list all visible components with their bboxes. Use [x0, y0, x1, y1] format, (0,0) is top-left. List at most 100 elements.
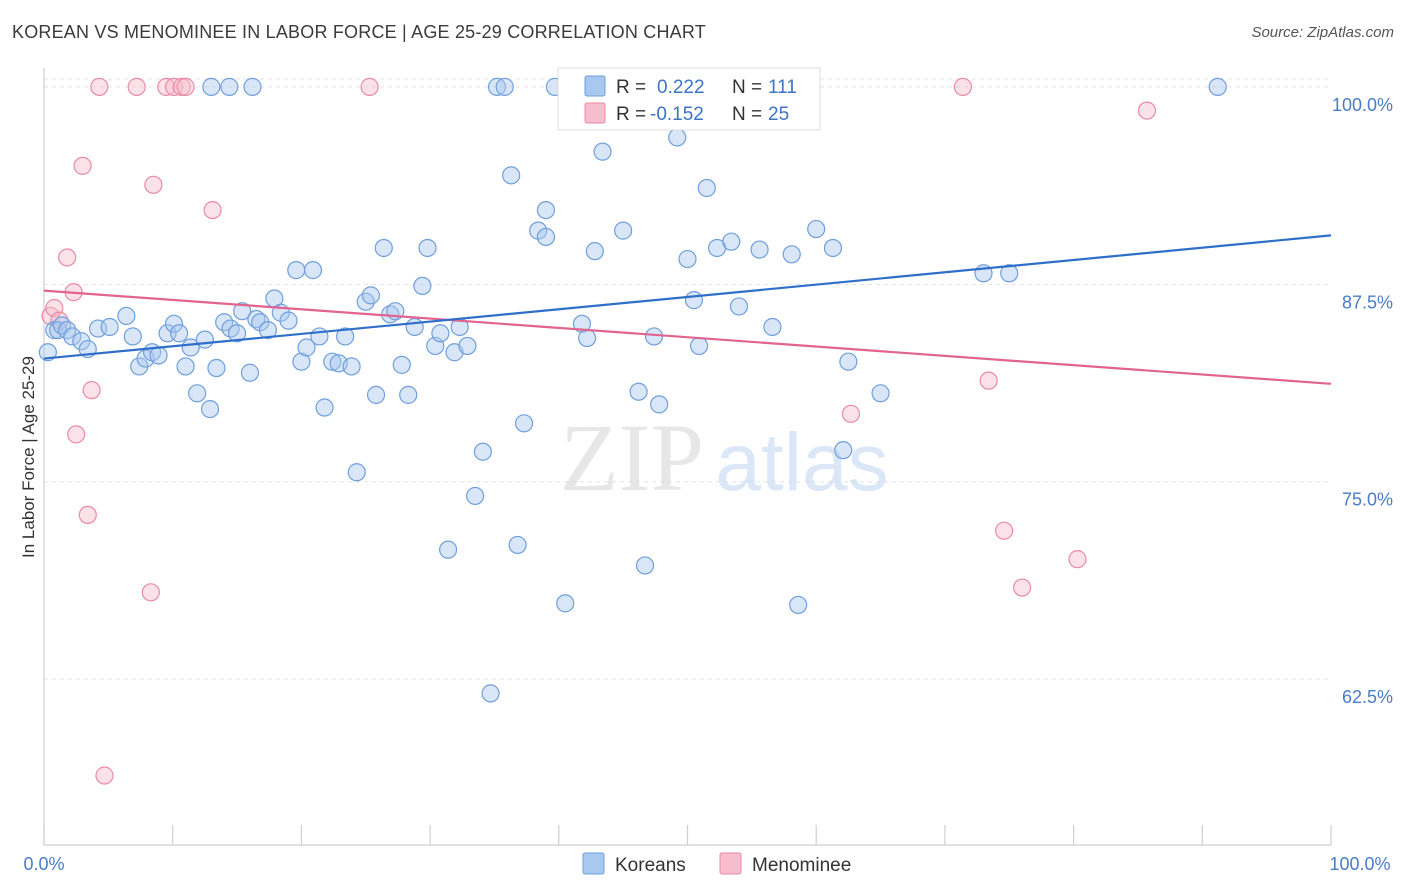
korean-point [202, 77, 221, 96]
menominee-point [995, 521, 1014, 540]
x-tick-label-min: 0.0% [23, 854, 64, 874]
series-legend-korean: Koreans [615, 855, 686, 876]
korean-point [347, 463, 366, 482]
menominee-point [144, 175, 163, 194]
korean-point [1000, 264, 1019, 283]
correlation-legend: R = 0.222 N = 111 R = -0.152 N = 25 [557, 67, 821, 131]
korean-point [593, 142, 612, 161]
korean-point [481, 684, 500, 703]
menominee-point [1137, 101, 1157, 120]
korean-point [117, 306, 136, 326]
series-legend: Koreans Menominee [582, 852, 851, 876]
source-credit: Source: ZipAtlas.com [1251, 24, 1394, 41]
menominee-trend-line [43, 289, 1332, 385]
legend-menominee-n-label: N = [732, 104, 762, 125]
trend-lines [43, 234, 1332, 385]
korean-point [176, 357, 195, 376]
korean-point [188, 384, 207, 403]
y-axis-title: In Labor Force | Age 25-29 [19, 356, 38, 558]
korean-point [729, 297, 749, 316]
menominee-point [1068, 550, 1087, 569]
korean-point [678, 249, 697, 269]
korean-point [502, 166, 521, 185]
korean-point [243, 77, 262, 96]
korean-point [572, 314, 592, 333]
korean-point [689, 336, 709, 356]
menominee-point [50, 311, 69, 330]
korean-point [303, 261, 323, 280]
menominee-point [127, 77, 146, 96]
korean-point [336, 327, 355, 346]
korean-point [164, 314, 184, 333]
korean-point [170, 324, 189, 343]
y-tick-label: 75.0% [1342, 490, 1393, 510]
korean-point [195, 330, 214, 349]
korean-point [763, 317, 782, 337]
gridlines [44, 78, 1331, 680]
korean-point [782, 245, 801, 264]
menominee-point [360, 77, 379, 96]
menominee-point [953, 77, 973, 96]
korean-point [644, 327, 664, 346]
menominee-point [58, 248, 77, 267]
korean-point [342, 357, 361, 376]
korean-point [789, 595, 808, 615]
korean-point [287, 261, 306, 280]
menominee-point [90, 77, 109, 96]
series-legend-swatch-korean [582, 852, 605, 875]
korean-point [63, 327, 82, 346]
korean-point [227, 324, 247, 343]
menominee-point [979, 371, 998, 390]
menominee-point [157, 77, 176, 96]
korean-point [297, 338, 316, 357]
x-tick-label-max: 100.0% [1329, 854, 1390, 874]
y-tick-label: 100.0% [1332, 95, 1393, 115]
korean-point [323, 352, 342, 371]
korean-point [473, 442, 492, 461]
korean-point [536, 200, 556, 220]
menominee-point [73, 156, 92, 175]
korean-point [807, 219, 826, 239]
menominee-point [172, 77, 191, 96]
y-tick-label: 62.5% [1342, 687, 1393, 707]
korean-point [100, 317, 119, 337]
korean-point [668, 128, 687, 147]
korean-point [629, 382, 648, 401]
korean-point [614, 221, 633, 240]
legend-korean-r-value: 0.222 [657, 77, 705, 98]
korean-point [292, 352, 311, 371]
korean-point [366, 385, 386, 404]
korean-point [240, 363, 260, 382]
legend-korean-r-label: R = [616, 77, 646, 98]
korean-point [207, 358, 226, 378]
korean-point [405, 317, 424, 337]
legend-korean-n-label: N = [732, 77, 762, 98]
korean-point [374, 238, 393, 258]
korean-point [392, 355, 411, 374]
korean-point [823, 238, 843, 258]
korean-point [508, 535, 527, 555]
korean-point [578, 328, 597, 348]
korean-point [514, 414, 534, 433]
legend-menominee-r-label: R = [616, 104, 646, 125]
y-tick-labels: 100.0% 87.5% 75.0% 62.5% [1332, 95, 1393, 707]
x-axis-ticks [43, 825, 1332, 845]
korean-point [635, 556, 655, 575]
menominee-point [141, 583, 160, 602]
menominee-point [82, 381, 101, 400]
legend-menominee-n-value: 25 [768, 104, 789, 125]
chart-title: KOREAN VS MENOMINEE IN LABOR FORCE | AGE… [12, 22, 706, 42]
korean-point [839, 352, 858, 371]
korean-point [399, 385, 418, 404]
korean-point [279, 311, 298, 330]
korean-point [418, 238, 437, 258]
korean-point [684, 291, 704, 310]
korean-points [38, 77, 1227, 703]
korean-point [458, 336, 477, 356]
korean-point [750, 240, 769, 259]
korean-point [200, 399, 220, 419]
korean-point [697, 178, 716, 198]
korean-point [466, 486, 485, 506]
korean-point [439, 540, 458, 559]
